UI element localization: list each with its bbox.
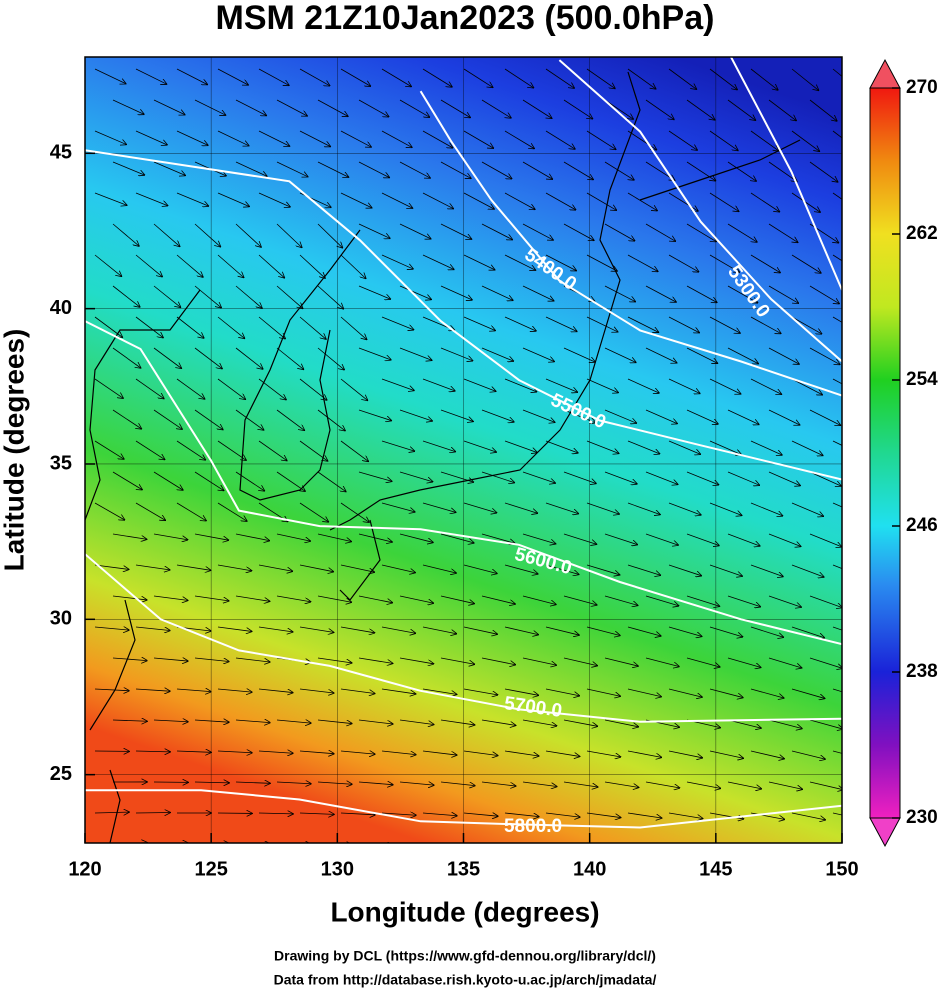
x-tick-label: 140	[573, 858, 606, 880]
wind-arrow	[769, 844, 802, 850]
x-axis-label: Longitude (degrees)	[330, 896, 599, 927]
wind-arrow	[318, 844, 352, 845]
wind-arrow	[728, 844, 762, 849]
y-tick-label: 30	[50, 608, 72, 630]
colorbar-tick-label: 254	[906, 369, 938, 390]
footer-line: Drawing by DCL (https://www.gfd-dennou.o…	[274, 948, 656, 964]
y-tick-label: 35	[50, 452, 72, 474]
colorbar	[870, 88, 900, 818]
colorbar-extend-bottom	[870, 818, 900, 846]
wind-arrow	[564, 844, 598, 848]
colorbar-extend-top	[870, 60, 900, 88]
wind-arrow	[400, 844, 434, 846]
wind-arrow	[687, 844, 721, 849]
title: MSM 21Z10Jan2023 (500.0hPa)	[216, 0, 715, 37]
wind-arrow	[523, 844, 557, 847]
wind-arrow	[441, 844, 475, 846]
y-tick-label: 45	[50, 142, 72, 164]
x-tick-label: 130	[321, 858, 354, 880]
x-tick-label: 135	[447, 858, 480, 880]
x-tick-label: 150	[825, 858, 858, 880]
colorbar-tick-label: 270	[906, 77, 938, 98]
wind-arrow	[359, 844, 393, 845]
wind-arrow	[646, 844, 680, 849]
x-tick-label: 120	[68, 858, 101, 880]
wind-arrow	[605, 844, 639, 848]
wind-arrow	[482, 844, 516, 847]
footer-line: Data from http://database.rish.kyoto-u.a…	[274, 972, 657, 988]
colorbar-tick-label: 230	[906, 807, 938, 828]
y-tick-label: 25	[50, 763, 72, 785]
x-tick-label: 145	[699, 858, 732, 880]
colorbar-tick-label: 262	[906, 223, 938, 244]
x-tick-label: 125	[194, 858, 227, 880]
colorbar-tick-label: 246	[906, 515, 938, 536]
y-axis-label: Latitude (degrees)	[0, 329, 29, 572]
wind-arrow	[810, 844, 843, 850]
colorbar-tick-label: 238	[906, 661, 938, 682]
wind-arrow	[851, 844, 884, 851]
contour-label: 5800.0	[504, 816, 562, 837]
y-tick-label: 40	[50, 297, 72, 319]
